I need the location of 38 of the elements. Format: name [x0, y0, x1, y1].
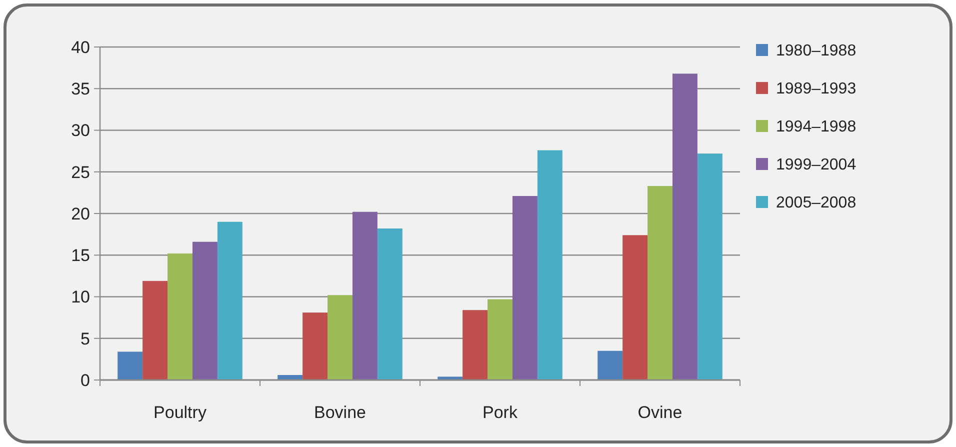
bar — [488, 299, 512, 380]
y-tick-label: 0 — [80, 370, 90, 390]
x-tick-label: Ovine — [638, 403, 682, 422]
legend-label: 1980–1988 — [776, 42, 856, 60]
x-tick-label: Poultry — [154, 403, 207, 422]
bar — [512, 196, 538, 380]
bar — [648, 186, 672, 380]
x-tick-label: Bovine — [314, 403, 366, 422]
y-tick-label: 15 — [71, 246, 90, 266]
y-tick-label: 5 — [80, 329, 90, 348]
bar — [622, 235, 648, 380]
y-tick-label: 35 — [71, 80, 90, 99]
y-tick-label: 10 — [71, 288, 90, 307]
bar — [537, 150, 562, 380]
bar — [118, 352, 143, 380]
bar — [302, 312, 328, 380]
y-tick-label: 25 — [71, 162, 90, 182]
x-tick-label: Pork — [482, 403, 518, 422]
bar — [672, 74, 698, 380]
bar — [278, 375, 303, 380]
bar — [328, 295, 352, 380]
bar — [438, 376, 463, 380]
bar — [192, 242, 218, 380]
y-tick-label: 30 — [71, 121, 90, 140]
bar — [377, 228, 402, 380]
legend-label: 1989–1993 — [776, 80, 856, 98]
bar — [697, 154, 722, 380]
bar — [352, 212, 378, 380]
bar — [142, 280, 168, 380]
bar — [168, 253, 192, 380]
bar — [598, 350, 623, 380]
bar — [217, 222, 242, 380]
bar — [462, 310, 488, 380]
y-tick-label: 40 — [71, 38, 90, 57]
legend-label: 1999–2004 — [776, 156, 856, 174]
legend-label: 2005–2008 — [776, 194, 856, 212]
legend-label: 1994–1998 — [776, 118, 856, 136]
y-tick-label: 20 — [71, 204, 90, 224]
